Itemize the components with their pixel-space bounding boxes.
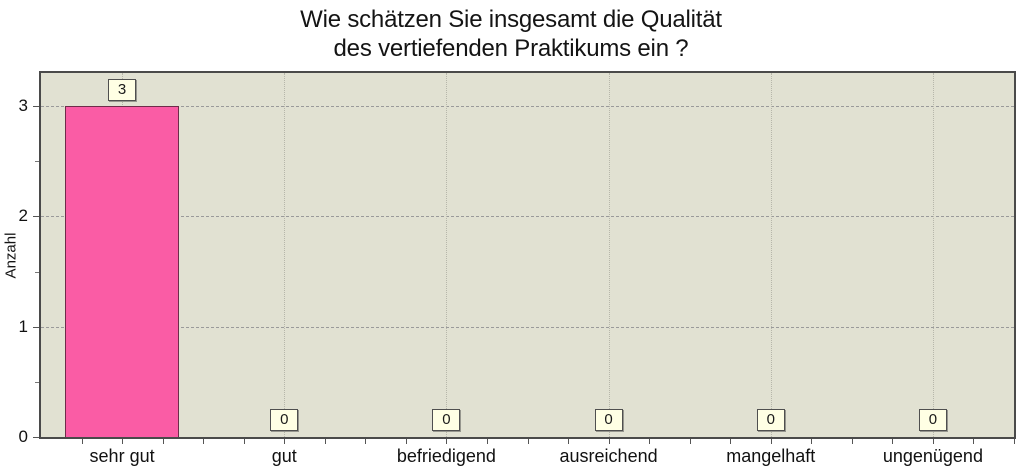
x-tick	[284, 439, 286, 444]
x-tick	[405, 439, 407, 444]
category-label-ungenügend: ungenügend	[882, 446, 983, 466]
x-tick	[811, 439, 813, 444]
value-label-box-ungenügend: 0	[918, 409, 947, 431]
grid-line-h-1	[41, 326, 1014, 328]
category-label-befriedigend: befriedigend	[396, 446, 496, 466]
y-tick-label-1: 1	[18, 316, 28, 336]
x-tick	[527, 439, 529, 444]
y-tick-label-2: 2	[18, 206, 28, 226]
grid-line-v-gut	[284, 73, 286, 437]
grid-line-v-ungenügend	[932, 73, 934, 437]
x-tick	[324, 439, 326, 444]
x-tick	[203, 439, 205, 444]
x-tick	[851, 439, 853, 444]
grid-line-h-2	[41, 216, 1014, 218]
grid-line-v-ausreichend	[608, 73, 610, 437]
x-axis-ticks	[41, 439, 1015, 445]
bar-sehr-gut	[65, 106, 180, 437]
x-tick	[649, 439, 651, 444]
chart-title: Wie schätzen Sie insgesamt die Qualität …	[0, 5, 1022, 63]
value-label-box-sehr-gut: 3	[108, 79, 137, 102]
x-tick	[608, 439, 610, 444]
x-tick	[243, 439, 245, 444]
value-label-box-gut: 0	[270, 409, 299, 431]
chart-title-line2: des vertiefenden Praktikums ein ?	[333, 35, 689, 62]
x-tick	[81, 439, 83, 444]
y-tick-1	[33, 326, 39, 328]
x-tick	[973, 439, 975, 444]
category-label-mangelhaft: mangelhaft	[726, 446, 816, 466]
x-axis-labels: sehr gut gut befriedigend ausreichend mangel…	[41, 446, 1014, 468]
chart-title-line1: Wie schätzen Sie insgesamt die Qualität	[300, 6, 722, 33]
x-tick	[122, 439, 124, 444]
x-tick	[446, 439, 448, 444]
x-tick	[486, 439, 488, 444]
x-tick	[689, 439, 691, 444]
y-tick-0	[33, 437, 39, 438]
plot-area: 3 0 0 0 0 0	[39, 71, 1016, 439]
y-tick-label-0: 0	[18, 427, 28, 446]
grid-line-h-3	[41, 106, 1014, 108]
x-tick	[568, 439, 570, 444]
y-tick-2	[33, 216, 39, 218]
y-tick-label-3: 3	[18, 96, 28, 116]
y-tick-minor-0.5	[35, 381, 39, 383]
x-tick	[892, 439, 894, 444]
y-tick-minor-1.5	[35, 271, 39, 273]
x-tick	[770, 439, 772, 444]
y-axis: 0 1 2 3	[0, 73, 39, 446]
category-label-gut: gut	[271, 446, 297, 466]
x-tick	[1014, 439, 1015, 444]
value-label-box-mangelhaft: 0	[756, 409, 785, 431]
value-label-box-ausreichend: 0	[594, 409, 623, 431]
grid-line-v-befriedigend	[446, 73, 448, 437]
category-label-ausreichend: ausreichend	[559, 446, 658, 466]
y-tick-3	[33, 106, 39, 108]
grid-line-v-mangelhaft	[770, 73, 772, 437]
x-tick	[162, 439, 164, 444]
x-tick	[730, 439, 732, 444]
category-label-sehr-gut: sehr gut	[89, 446, 155, 466]
value-label-box-befriedigend: 0	[432, 409, 461, 431]
x-tick	[932, 439, 934, 444]
y-tick-minor-2.5	[35, 161, 39, 163]
x-tick	[365, 439, 367, 444]
